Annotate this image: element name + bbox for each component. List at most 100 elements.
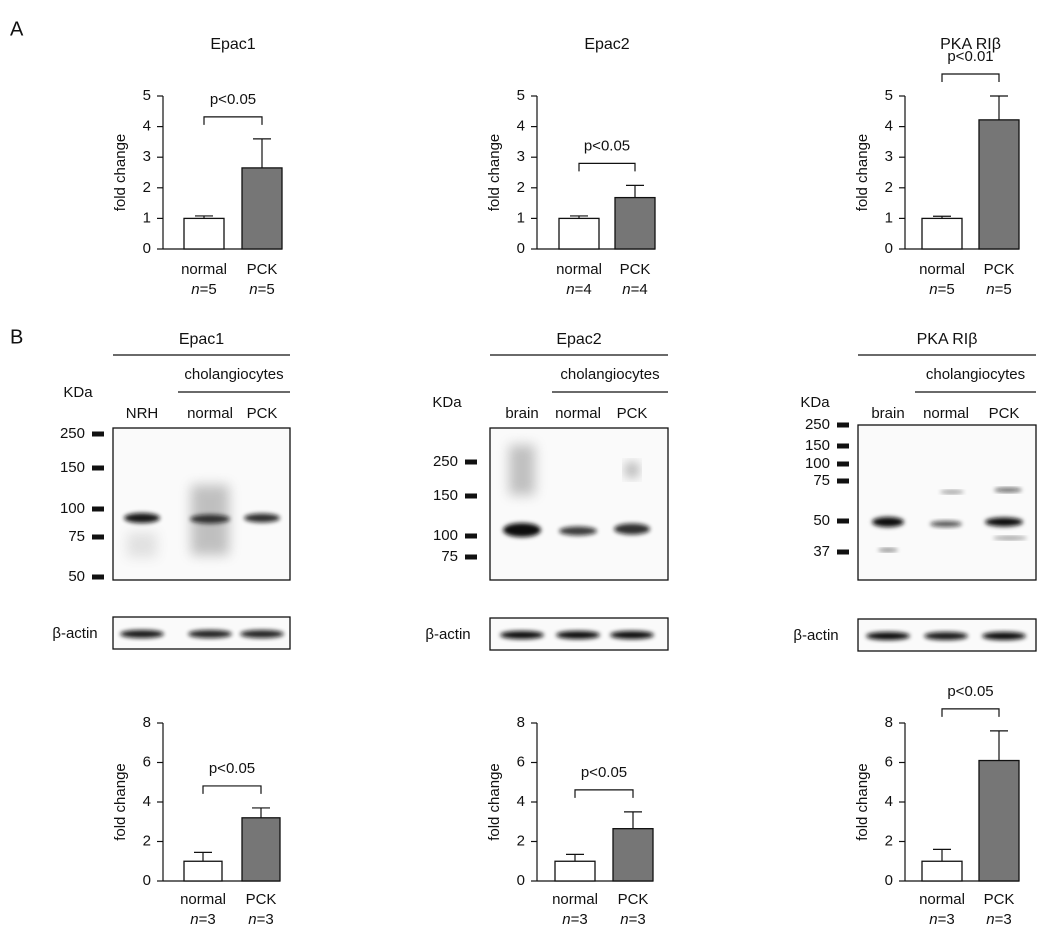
y-tick-label: 2 (143, 832, 151, 849)
n-label: n=3 (929, 911, 954, 928)
n-label: n=5 (929, 281, 954, 298)
y-tick-label: 4 (517, 793, 525, 810)
n-label: n=4 (566, 281, 591, 298)
bar (612, 828, 654, 882)
marker-label: 100 (433, 527, 458, 544)
y-tick-label: 5 (885, 87, 893, 104)
lane-label: NRH (126, 405, 159, 422)
blot-panel: Epac1 cholangiocytes KDa NRH normal PCK 250 150… (52, 331, 291, 650)
blot-band (878, 548, 898, 552)
x-tick-label: normal (181, 261, 227, 278)
blot-smear (627, 464, 637, 476)
blot-band (994, 488, 1022, 492)
bar (921, 860, 963, 882)
y-tick-label: 6 (517, 753, 525, 770)
y-axis-label: fold change (854, 134, 871, 212)
y-tick-label: 6 (885, 753, 893, 770)
bar (183, 860, 223, 882)
blot-band (985, 517, 1023, 527)
y-tick-label: 5 (517, 87, 525, 104)
group-label: cholangiocytes (926, 366, 1025, 383)
y-tick-label: 4 (885, 793, 893, 810)
y-tick-label: 2 (885, 179, 893, 196)
y-tick-label: 1 (517, 209, 525, 226)
bar (554, 860, 596, 882)
marker-tick (92, 506, 104, 512)
error-bar (990, 730, 1008, 761)
error-bar (626, 184, 644, 198)
y-axis-label: fold change (112, 763, 129, 841)
bar (183, 217, 225, 250)
error-bar (566, 853, 584, 862)
marker-tick (837, 549, 849, 555)
lane-label: brain (505, 405, 538, 422)
lane-label: PCK (247, 405, 278, 422)
bar-chart: 0 2 4 6 8 fold change normal n=3 PCK n=3 p<0.05 (112, 714, 281, 928)
blot-band (872, 517, 904, 527)
panel-label: B (10, 326, 23, 348)
y-tick-label: 0 (885, 240, 893, 257)
error-bar (253, 138, 271, 168)
n-label: n=5 (986, 281, 1011, 298)
marker-label: 250 (60, 425, 85, 442)
y-tick-label: 3 (885, 148, 893, 165)
blot-band (244, 513, 280, 523)
bar (241, 167, 283, 250)
y-tick-label: 8 (885, 714, 893, 731)
marker-tick (465, 533, 477, 539)
marker-tick (92, 465, 104, 471)
lane-label: PCK (617, 405, 648, 422)
loading-label: β-actin (52, 625, 97, 642)
y-tick-label: 6 (143, 753, 151, 770)
actin-band (866, 632, 910, 640)
unit-label: KDa (432, 394, 462, 411)
bar (241, 817, 281, 882)
lane-label: normal (923, 405, 969, 422)
x-tick-label: normal (919, 261, 965, 278)
marker-label: 250 (433, 453, 458, 470)
y-tick-label: 8 (143, 714, 151, 731)
marker-tick (92, 431, 104, 437)
n-label: n=4 (622, 281, 647, 298)
y-tick-label: 0 (885, 872, 893, 889)
x-tick-label: PCK (246, 891, 277, 908)
loading-label: β-actin (425, 626, 470, 643)
y-tick-label: 0 (517, 240, 525, 257)
marker-tick (837, 478, 849, 484)
blot-panel: Epac2 cholangiocytes KDa brain normal PCK 250 1… (425, 331, 669, 651)
x-tick-label: normal (556, 261, 602, 278)
marker-label: 150 (805, 437, 830, 454)
significance-bracket (574, 789, 634, 798)
marker-label: 75 (68, 528, 85, 545)
marker-label: 100 (60, 500, 85, 517)
bar (558, 217, 600, 250)
n-label: n=3 (248, 911, 273, 928)
chart-title: Epac1 (210, 36, 255, 53)
blot-band (503, 523, 541, 537)
bar (921, 217, 963, 250)
y-tick-label: 4 (143, 793, 151, 810)
bar-chart: Epac2 0 1 2 3 4 5 fold change normal n=4 PCK n=4 p<0… (486, 36, 656, 298)
marker-label: 75 (813, 472, 830, 489)
blot-band (993, 536, 1027, 540)
marker-label: 150 (60, 459, 85, 476)
error-bar (252, 807, 270, 818)
chart-title: Epac2 (584, 36, 629, 53)
marker-label: 150 (433, 487, 458, 504)
error-bar (990, 95, 1008, 120)
error-bar (194, 851, 212, 862)
group-label: cholangiocytes (184, 366, 283, 383)
actin-band (556, 631, 600, 639)
y-tick-label: 4 (517, 118, 525, 135)
significance-label: p<0.05 (584, 137, 630, 154)
error-bar (933, 215, 951, 219)
significance-label: p<0.01 (947, 48, 993, 65)
n-label: n=3 (190, 911, 215, 928)
lane-label: normal (555, 405, 601, 422)
blot-image (857, 424, 1037, 581)
x-tick-label: PCK (618, 891, 649, 908)
error-bar (570, 215, 588, 219)
blot-band (614, 523, 650, 535)
y-tick-label: 0 (517, 872, 525, 889)
